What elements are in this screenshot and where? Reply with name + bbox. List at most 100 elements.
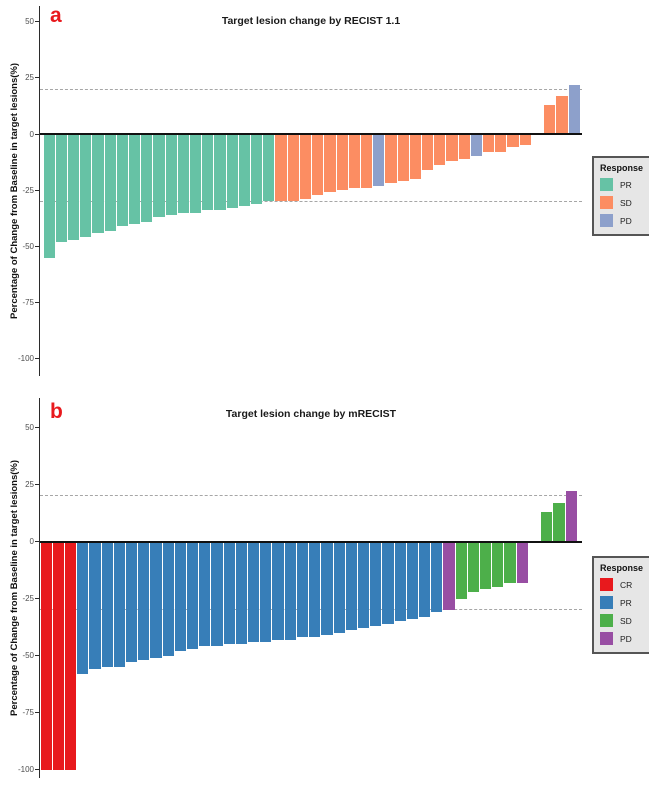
waterfall-bar-sd	[409, 134, 421, 179]
waterfall-bar-pr	[55, 134, 67, 242]
y-tick-mark	[34, 769, 39, 770]
legend-swatch-sd	[600, 614, 613, 627]
y-tick-label: -75	[22, 298, 34, 308]
waterfall-bar-sd	[507, 134, 519, 148]
legend-label: PR	[620, 597, 632, 608]
y-tick-label: 25	[25, 73, 34, 83]
waterfall-bar-pr	[141, 134, 153, 222]
y-tick-label: -100	[17, 354, 34, 364]
waterfall-bar-pr	[43, 134, 55, 258]
waterfall-bar-pr	[187, 541, 199, 649]
waterfall-bar-pr	[296, 541, 309, 638]
waterfall-bar-pd	[516, 541, 528, 583]
legend-recist: Response PR SD PD	[592, 156, 649, 236]
panel-label-b: b	[50, 400, 63, 423]
waterfall-bar-pr	[357, 541, 370, 629]
legend-label: PD	[620, 215, 632, 226]
waterfall-bar-pr	[211, 541, 223, 647]
zero-baseline	[40, 133, 582, 135]
waterfall-bar-pr	[138, 541, 150, 661]
legend-item-pr: PR	[600, 596, 643, 609]
y-axis-line	[38, 6, 40, 376]
panel-recist: a Target lesion change by RECIST 1.1 Per…	[0, 0, 649, 394]
waterfall-bar-pr	[190, 134, 202, 213]
waterfall-bar-sd	[519, 134, 531, 146]
waterfall-bar-pr	[214, 134, 226, 211]
legend-label: SD	[620, 615, 632, 626]
waterfall-bar-sd	[348, 134, 360, 188]
legend-item-sd: SD	[600, 614, 643, 627]
y-tick-label: -25	[22, 594, 34, 603]
waterfall-bar-pr	[260, 541, 272, 642]
waterfall-bar-pr	[431, 541, 443, 613]
waterfall-bar-pr	[67, 134, 80, 240]
waterfall-bar-pr	[125, 541, 138, 663]
legend-swatch-sd	[600, 196, 613, 209]
waterfall-bar-cr	[40, 541, 52, 770]
waterfall-bar-pd	[470, 134, 483, 157]
waterfall-bar-sd	[287, 134, 299, 202]
waterfall-bar-pr	[345, 541, 357, 631]
y-tick-label: 25	[25, 480, 34, 489]
waterfall-bar-pr	[128, 134, 141, 224]
waterfall-bar-pr	[77, 541, 89, 674]
y-tick-label: 0	[29, 129, 34, 139]
y-tick-mark	[34, 655, 39, 656]
threshold-line	[40, 88, 582, 90]
legend-item-pd: PD	[600, 214, 643, 227]
y-axis-title: Percentage of Change from Baseline in ta…	[9, 459, 20, 716]
waterfall-bar-pr	[263, 134, 275, 202]
waterfall-bar-pr	[382, 541, 394, 624]
panel-mrecist: b Target lesion change by mRECIST Percen…	[0, 394, 649, 794]
y-tick-label: 50	[25, 423, 34, 432]
waterfall-bar-sd	[385, 134, 397, 184]
waterfall-bar-sd	[467, 541, 480, 592]
waterfall-bar-sd	[544, 104, 556, 134]
y-tick-mark	[34, 541, 39, 542]
waterfall-bar-sd	[422, 134, 434, 170]
waterfall-bar-pr	[174, 541, 186, 651]
waterfall-bar-pr	[235, 541, 248, 645]
panel-title-recist: Target lesion change by RECIST 1.1	[221, 15, 401, 27]
y-tick-mark	[34, 358, 39, 360]
legend-item-pr: PR	[600, 178, 643, 191]
legend-swatch-pd	[600, 632, 613, 645]
zero-baseline	[40, 540, 582, 543]
waterfall-bar-sd	[553, 502, 565, 542]
waterfall-bar-pd	[565, 491, 577, 542]
waterfall-bar-pr	[370, 541, 382, 626]
waterfall-bar-cr	[64, 541, 77, 770]
waterfall-bar-pr	[150, 541, 162, 658]
legend-swatch-pr	[600, 596, 613, 609]
legend-item-sd: SD	[600, 196, 643, 209]
waterfall-bar-pr	[419, 541, 431, 617]
threshold-line	[40, 495, 582, 497]
legend-label: CR	[620, 579, 633, 590]
waterfall-bar-pr	[199, 541, 211, 647]
y-tick-mark	[34, 77, 39, 79]
waterfall-bar-pd	[443, 541, 455, 610]
waterfall-bar-pr	[251, 134, 263, 204]
waterfall-bar-sd	[556, 95, 568, 134]
waterfall-bar-sd	[446, 134, 458, 161]
y-tick-label: -25	[22, 185, 34, 195]
waterfall-bar-sd	[480, 541, 492, 590]
legend-label: PR	[620, 179, 632, 190]
y-tick-mark	[34, 245, 39, 247]
y-tick-mark	[34, 189, 39, 191]
waterfall-bar-pr	[113, 541, 125, 667]
waterfall-bar-sd	[312, 134, 324, 195]
waterfall-bar-pr	[80, 134, 92, 238]
waterfall-bar-pr	[101, 541, 113, 667]
y-tick-mark	[34, 133, 39, 135]
waterfall-bar-pr	[162, 541, 174, 656]
waterfall-bar-cr	[52, 541, 64, 770]
waterfall-bar-pr	[92, 134, 104, 233]
waterfall-bar-sd	[434, 134, 446, 166]
legend-label: PD	[620, 633, 632, 644]
waterfall-bar-pd	[373, 134, 385, 186]
y-tick-mark	[34, 598, 39, 599]
y-tick-mark	[34, 21, 39, 23]
waterfall-bar-sd	[504, 541, 516, 583]
legend-swatch-pr	[600, 178, 613, 191]
